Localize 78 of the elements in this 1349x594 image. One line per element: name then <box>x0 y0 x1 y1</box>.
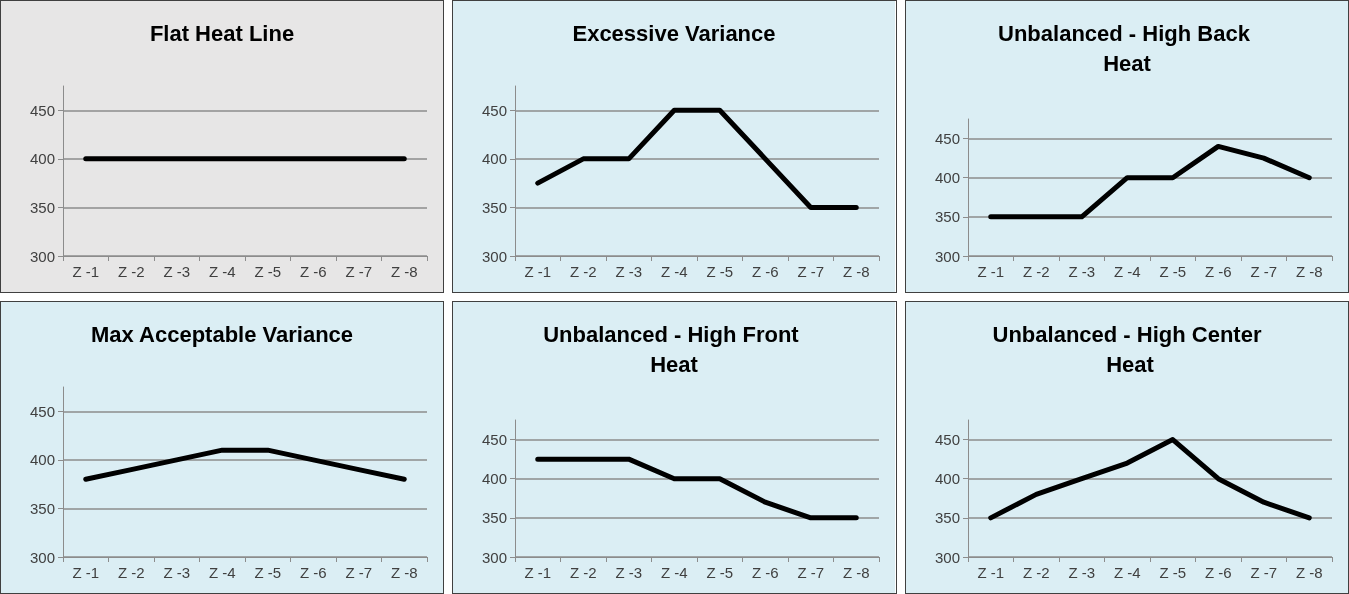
y-tick-label: 450 <box>29 101 55 119</box>
x-tick-label: Z -4 <box>208 564 236 581</box>
y-tick-label: 450 <box>934 431 960 449</box>
y-tick-label: 300 <box>934 548 960 566</box>
x-tick-label: Z -3 <box>615 263 643 280</box>
x-tick-label: Z -3 <box>163 263 191 280</box>
x-tick-label: Z -4 <box>1113 564 1141 581</box>
x-tick-label: Z -1 <box>524 263 552 280</box>
x-tick-label: Z -1 <box>977 263 1004 280</box>
y-tick-label: 350 <box>934 208 960 226</box>
chart-title: Unbalanced - High Front Heat <box>543 321 806 377</box>
y-tick-label: 300 <box>482 247 508 265</box>
y-tick-label: 400 <box>29 451 55 469</box>
y-tick-label: 350 <box>29 198 55 216</box>
x-tick-label: Z -2 <box>117 263 145 280</box>
x-tick-label: Z -5 <box>254 263 282 280</box>
x-tick-label: Z -3 <box>1068 263 1095 280</box>
y-tick-label: 300 <box>29 548 55 566</box>
x-tick-label: Z -8 <box>843 263 870 280</box>
y-tick-label: 400 <box>482 150 508 168</box>
x-tick-label: Z -8 <box>1295 263 1323 280</box>
x-tick-label: Z -4 <box>208 263 236 280</box>
y-tick-label: 400 <box>29 150 55 168</box>
x-tick-label: Z -5 <box>254 564 282 581</box>
y-tick-label: 350 <box>482 198 508 216</box>
x-tick-label: Z -5 <box>706 263 734 280</box>
y-tick-label: 350 <box>934 509 960 527</box>
x-tick-label: Z -1 <box>977 564 1004 581</box>
y-tick-label: 450 <box>482 101 508 119</box>
x-tick-label: Z -1 <box>524 564 552 581</box>
x-tick-label: Z -7 <box>1250 263 1277 280</box>
chart-title: Excessive Variance <box>572 20 776 46</box>
x-tick-label: Z -7 <box>1250 564 1277 581</box>
x-tick-label: Z -3 <box>163 564 191 581</box>
y-tick-label: 350 <box>482 509 508 527</box>
chart-title: Unbalanced - High Center Heat <box>992 321 1262 377</box>
chart-title: Flat Heat Line <box>149 20 295 46</box>
x-tick-label: Z -7 <box>797 263 825 280</box>
x-tick-label: Z -6 <box>1204 263 1232 280</box>
y-tick-label: 400 <box>934 470 960 488</box>
x-tick-label: Z -4 <box>661 263 688 280</box>
x-tick-label: Z -5 <box>1159 263 1186 280</box>
x-tick-label: Z -6 <box>299 564 327 581</box>
y-tick-label: 300 <box>934 247 960 265</box>
x-tick-label: Z -2 <box>570 263 597 280</box>
x-tick-label: Z -5 <box>706 564 734 581</box>
x-tick-label: Z -2 <box>1022 564 1050 581</box>
y-tick-label: 400 <box>934 169 960 187</box>
x-tick-label: Z -7 <box>345 263 373 280</box>
x-tick-label: Z -2 <box>570 564 597 581</box>
x-tick-label: Z -1 <box>72 564 100 581</box>
y-tick-label: 450 <box>29 402 55 420</box>
x-tick-label: Z -5 <box>1159 564 1186 581</box>
y-tick-label: 300 <box>482 548 508 566</box>
x-tick-label: Z -3 <box>615 564 643 581</box>
x-tick-label: Z -8 <box>843 564 870 581</box>
x-tick-label: Z -2 <box>1022 263 1050 280</box>
x-tick-label: Z -4 <box>1113 263 1141 280</box>
x-tick-label: Z -6 <box>752 564 779 581</box>
x-tick-label: Z -1 <box>72 263 100 280</box>
chart-title: Unbalanced - High Back Heat <box>997 20 1256 76</box>
x-tick-label: Z -8 <box>1295 564 1323 581</box>
y-tick-label: 350 <box>29 499 55 517</box>
x-tick-label: Z -4 <box>661 564 688 581</box>
y-tick-label: 300 <box>29 247 55 265</box>
x-tick-label: Z -8 <box>390 564 418 581</box>
y-tick-label: 450 <box>482 431 508 449</box>
x-tick-label: Z -6 <box>1204 564 1232 581</box>
x-tick-label: Z -2 <box>117 564 145 581</box>
x-tick-label: Z -6 <box>299 263 327 280</box>
y-tick-label: 400 <box>482 470 508 488</box>
x-tick-label: Z -7 <box>797 564 825 581</box>
x-tick-label: Z -8 <box>390 263 418 280</box>
x-tick-label: Z -6 <box>752 263 779 280</box>
x-tick-label: Z -7 <box>345 564 373 581</box>
chart-title: Max Acceptable Variance <box>90 321 354 347</box>
y-tick-label: 450 <box>934 130 960 148</box>
x-tick-label: Z -3 <box>1068 564 1095 581</box>
